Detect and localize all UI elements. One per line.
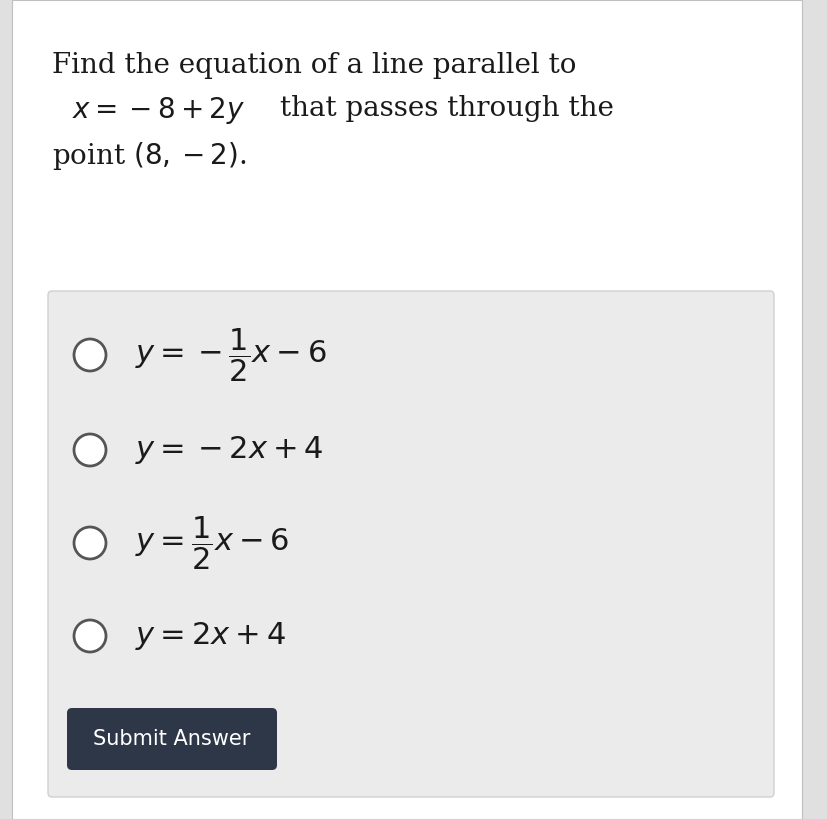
Text: $y = \dfrac{1}{2}x - 6$: $y = \dfrac{1}{2}x - 6$ xyxy=(135,514,289,572)
FancyBboxPatch shape xyxy=(67,708,277,770)
Text: $y = -2x + 4$: $y = -2x + 4$ xyxy=(135,434,323,466)
Text: $y = -\dfrac{1}{2}x - 6$: $y = -\dfrac{1}{2}x - 6$ xyxy=(135,326,327,384)
Text: $y = 2x + 4$: $y = 2x + 4$ xyxy=(135,620,285,652)
FancyBboxPatch shape xyxy=(48,291,773,797)
Text: $x = -8 + 2y$: $x = -8 + 2y$ xyxy=(72,95,245,126)
Text: Submit Answer: Submit Answer xyxy=(93,729,251,749)
Circle shape xyxy=(74,620,106,652)
Text: that passes through the: that passes through the xyxy=(280,95,613,122)
Text: point $(8, -2)$.: point $(8, -2)$. xyxy=(52,140,246,172)
Circle shape xyxy=(74,339,106,371)
FancyBboxPatch shape xyxy=(12,0,801,819)
Circle shape xyxy=(74,434,106,466)
Circle shape xyxy=(74,527,106,559)
Text: Find the equation of a line parallel to: Find the equation of a line parallel to xyxy=(52,52,576,79)
